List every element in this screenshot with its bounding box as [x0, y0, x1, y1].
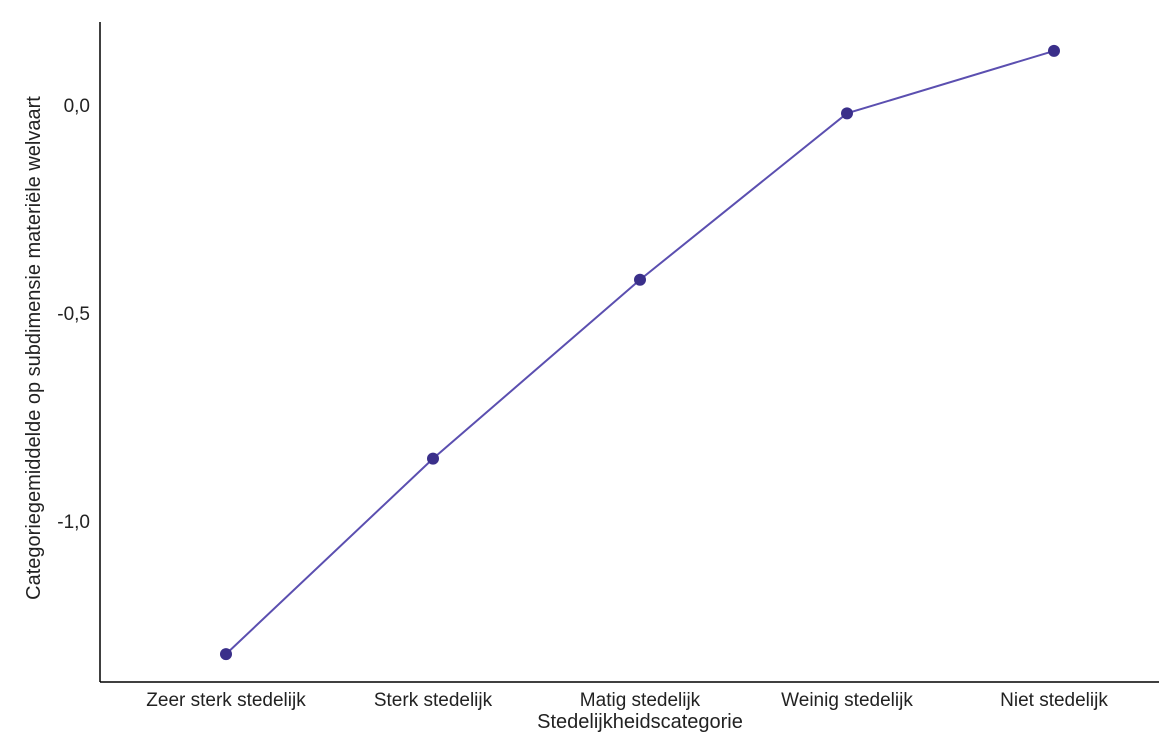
- x-axis-ticks: Zeer sterk stedelijk Sterk stedelijk Matig…: [146, 690, 1108, 711]
- x-tick-label: Sterk stedelijk: [374, 690, 493, 711]
- y-tick-label: -0,5: [57, 304, 90, 325]
- data-point: [427, 452, 439, 465]
- data-point: [634, 273, 646, 286]
- data-point: [841, 107, 853, 120]
- series-line: [225, 49, 1055, 655]
- y-tick-label: 0,0: [64, 96, 90, 117]
- y-axis-title: Categoriegemiddelde op subdimensie mater…: [23, 96, 45, 600]
- x-tick-label: Zeer sterk stedelijk: [146, 690, 306, 711]
- axes: [99, 22, 1159, 683]
- x-tick-label: Matig stedelijk: [580, 690, 701, 711]
- y-axis-ticks: 0,0 -0,5 -1,0: [57, 96, 90, 533]
- x-tick-label: Niet stedelijk: [1000, 690, 1108, 711]
- data-point: [1048, 44, 1060, 57]
- data-point: [220, 648, 232, 661]
- series-layer: [220, 44, 1060, 661]
- x-axis-title: Stedelijkheidscategorie: [537, 711, 743, 733]
- y-tick-label: -1,0: [57, 512, 90, 533]
- x-tick-label: Weinig stedelijk: [781, 690, 913, 711]
